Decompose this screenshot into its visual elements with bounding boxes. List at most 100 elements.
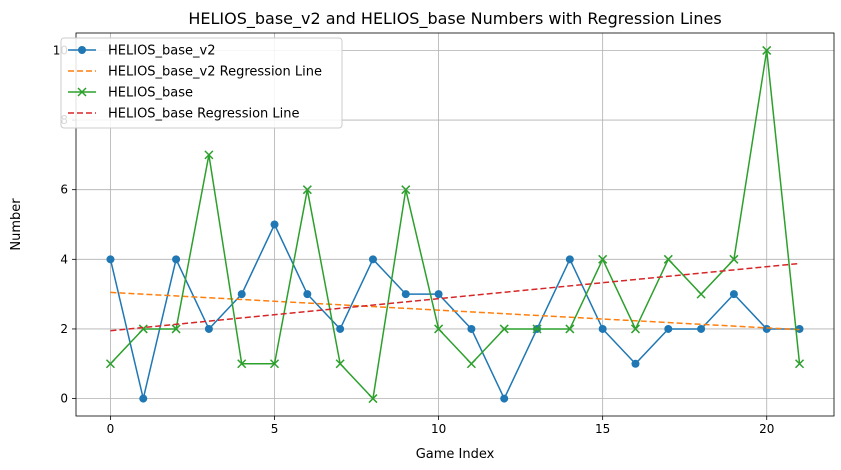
marker-stroke xyxy=(434,324,444,334)
data-point xyxy=(762,324,771,333)
series-helios-base-v2-regression-line xyxy=(110,291,800,331)
data-point xyxy=(565,324,575,334)
marker-stroke xyxy=(138,324,148,334)
data-point xyxy=(434,324,444,334)
data-point xyxy=(172,255,181,264)
marker-stroke xyxy=(663,254,673,264)
x-tick-label: 5 xyxy=(271,422,279,436)
marker-stroke xyxy=(565,324,575,334)
data-point xyxy=(237,359,247,369)
data-point xyxy=(729,254,739,264)
legend-box xyxy=(60,37,343,129)
data-point xyxy=(270,220,279,229)
x-tick-label: 20 xyxy=(759,422,774,436)
regression-line xyxy=(110,291,800,331)
data-point xyxy=(631,359,640,368)
marker-stroke xyxy=(762,45,772,55)
data-point xyxy=(204,150,214,160)
legend-label: HELIOS_base_v2 Regression Line xyxy=(108,65,322,80)
data-point xyxy=(106,255,115,264)
data-point xyxy=(697,324,706,333)
data-point xyxy=(269,359,280,369)
data-point xyxy=(467,324,476,333)
data-point xyxy=(434,290,443,299)
regression-line xyxy=(110,262,800,332)
y-tick-label: 4 xyxy=(60,252,68,266)
series-helios-base xyxy=(105,45,805,404)
legend-label: HELIOS_base xyxy=(108,86,193,101)
series-line xyxy=(109,49,801,400)
legend-label: HELIOS_base_v2 xyxy=(108,44,216,59)
marker-stroke xyxy=(696,289,706,299)
data-point xyxy=(499,324,509,334)
legend-entry: HELIOS_base_v2 xyxy=(68,44,216,59)
marker-stroke xyxy=(532,324,542,334)
series-helios-base-regression-line xyxy=(110,262,800,332)
data-point xyxy=(368,255,377,264)
data-point xyxy=(303,290,312,299)
data-point xyxy=(565,255,574,264)
marker-stroke xyxy=(368,394,378,404)
axes-frame xyxy=(75,32,835,417)
data-point xyxy=(105,359,115,369)
legend-label: HELIOS_base Regression Line xyxy=(108,107,300,122)
data-point xyxy=(335,359,345,369)
data-point xyxy=(302,185,312,195)
marker-stroke xyxy=(729,254,739,264)
data-point xyxy=(78,46,86,54)
marker-stroke xyxy=(630,324,641,334)
data-point xyxy=(795,324,804,333)
data-point xyxy=(795,359,805,369)
marker-stroke xyxy=(77,87,87,97)
x-tick-label: 15 xyxy=(595,422,610,436)
data-point xyxy=(77,87,87,97)
data-point xyxy=(729,290,738,299)
legend: HELIOS_base_v2 HELIOS_base_v2 Regression … xyxy=(60,37,343,129)
data-point xyxy=(500,394,509,403)
marker-stroke xyxy=(269,359,280,369)
data-point xyxy=(630,324,641,334)
data-point xyxy=(401,290,410,299)
data-point xyxy=(368,394,378,404)
axes-border xyxy=(75,32,835,417)
legend-entry: HELIOS_base xyxy=(68,86,193,101)
y-tick-label: 2 xyxy=(60,322,68,336)
y-tick-label: 6 xyxy=(60,183,68,197)
legend-entry: HELIOS_base_v2 Regression Line xyxy=(68,65,322,80)
data-point xyxy=(138,324,148,334)
marker-stroke xyxy=(302,185,312,195)
x-tick-label: 10 xyxy=(431,422,446,436)
marker-stroke xyxy=(237,359,247,369)
chart-title: HELIOS_base_v2 and HELIOS_base Numbers w… xyxy=(188,9,721,29)
marker-stroke xyxy=(598,254,608,264)
data-point xyxy=(171,324,181,334)
marker-stroke xyxy=(401,185,411,195)
data-point xyxy=(664,324,673,333)
series-group xyxy=(105,45,805,404)
data-point xyxy=(696,289,706,299)
data-point xyxy=(336,324,345,333)
data-point xyxy=(204,324,213,333)
marker-stroke xyxy=(795,359,805,369)
data-point xyxy=(598,254,608,264)
data-point xyxy=(466,359,476,369)
x-axis-ticks: 0 5 10 15 20 xyxy=(107,416,774,436)
x-axis-label: Game Index xyxy=(416,447,495,462)
data-point xyxy=(532,324,542,334)
marker-stroke xyxy=(105,359,115,369)
marker-stroke xyxy=(335,359,345,369)
data-point xyxy=(598,324,607,333)
y-tick-label: 0 xyxy=(60,392,68,406)
data-point xyxy=(401,185,411,195)
marker-stroke xyxy=(499,324,509,334)
legend-entry: HELIOS_base Regression Line xyxy=(68,107,300,122)
marker-stroke xyxy=(204,150,214,160)
y-axis-label: Number xyxy=(9,198,24,251)
data-point xyxy=(762,45,772,55)
marker-stroke xyxy=(466,359,476,369)
x-tick-label: 0 xyxy=(107,422,115,436)
marker-stroke xyxy=(171,324,181,334)
data-point xyxy=(237,290,246,299)
data-point xyxy=(663,254,673,264)
